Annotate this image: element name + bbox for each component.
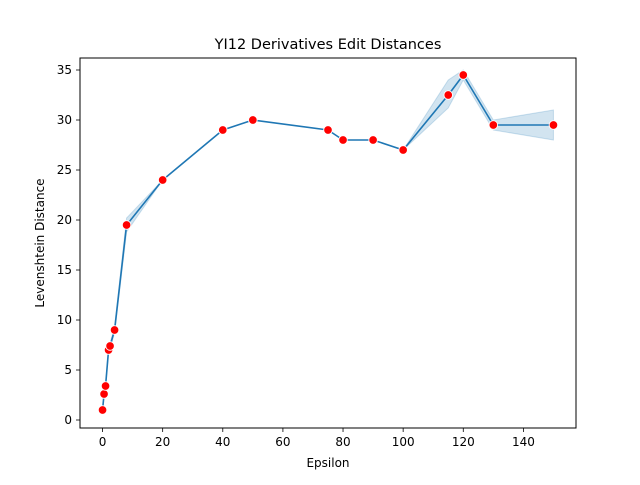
x-axis: 0 20 40 60 80 100 120 140 — [99, 428, 535, 449]
x-tick-label: 140 — [512, 435, 535, 449]
chart-title: YI12 Derivatives Edit Distances — [214, 37, 442, 53]
data-point — [109, 325, 120, 335]
y-axis: 0 5 10 15 20 25 30 35 — [57, 63, 80, 427]
data-point — [248, 115, 258, 125]
plot-area — [79, 57, 577, 429]
data-point — [218, 125, 228, 135]
data-point — [121, 220, 132, 230]
data-point-layer — [97, 70, 559, 415]
data-point — [105, 341, 115, 351]
data-point — [458, 70, 469, 80]
data-point — [548, 120, 559, 130]
data-point — [99, 389, 109, 399]
data-point — [368, 135, 378, 145]
data-point — [443, 90, 453, 100]
y-tick-label: 30 — [57, 113, 72, 127]
x-axis-label: Epsilon — [306, 456, 349, 470]
x-tick-label: 60 — [275, 435, 290, 449]
x-tick-label: 80 — [335, 435, 350, 449]
x-tick-label: 40 — [215, 435, 230, 449]
y-tick-label: 5 — [64, 363, 72, 377]
y-tick-label: 25 — [57, 163, 72, 177]
axes-frame — [79, 57, 577, 429]
x-tick-label: 0 — [99, 435, 107, 449]
y-tick-label: 0 — [64, 413, 72, 427]
y-tick-label: 20 — [57, 213, 72, 227]
y-axis-label: Levenshtein Distance — [33, 178, 47, 307]
y-tick-label: 10 — [57, 313, 72, 327]
data-point — [398, 145, 408, 155]
data-point — [323, 125, 333, 135]
y-tick-label: 35 — [57, 63, 72, 77]
data-point — [100, 381, 111, 391]
x-tick-label: 120 — [452, 435, 475, 449]
x-tick-label: 100 — [392, 435, 415, 449]
x-tick-label: 20 — [155, 435, 170, 449]
data-point — [97, 405, 108, 415]
data-point — [338, 135, 348, 145]
y-tick-label: 15 — [57, 263, 72, 277]
data-point — [488, 120, 499, 130]
data-point — [157, 175, 168, 185]
